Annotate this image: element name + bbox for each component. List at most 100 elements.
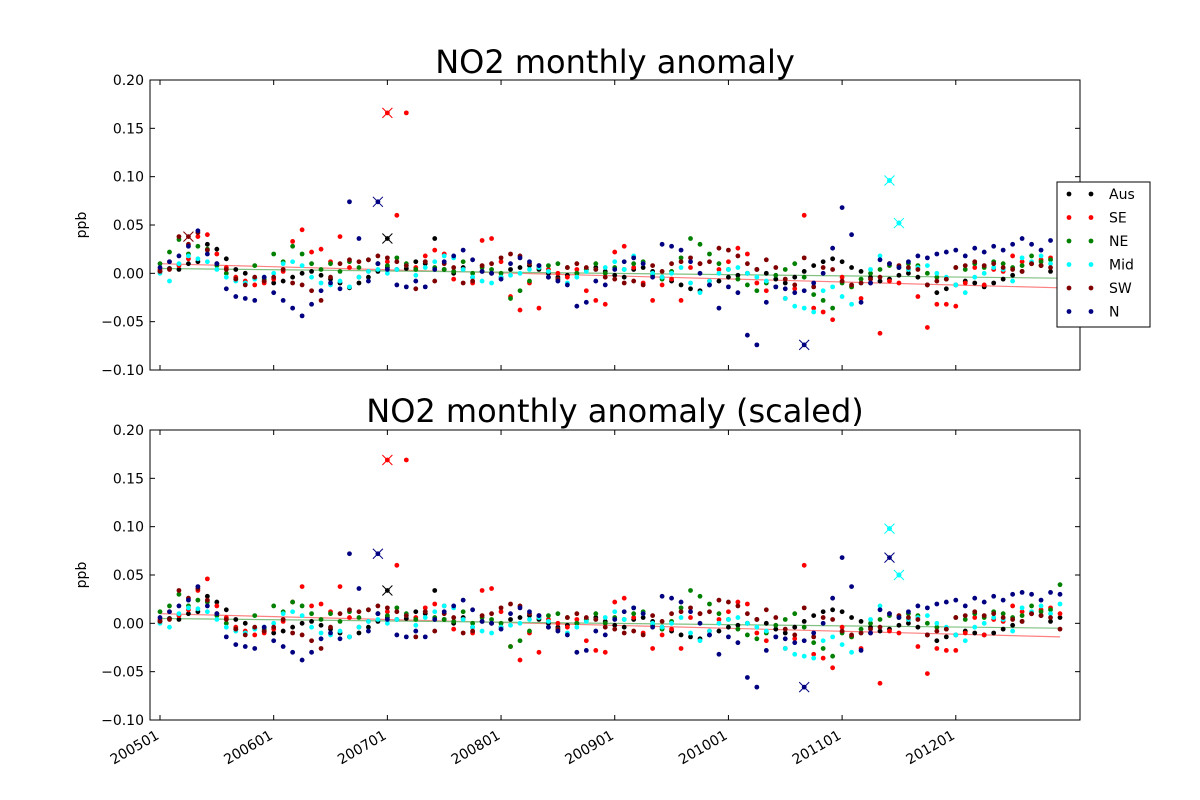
data-point [167, 603, 172, 609]
data-point [299, 620, 305, 626]
data-point [602, 649, 608, 655]
data-point [1010, 272, 1016, 278]
data-point [366, 257, 371, 263]
data-point [460, 609, 466, 615]
data-point [754, 267, 760, 272]
data-point [574, 624, 580, 630]
data-point [489, 270, 494, 276]
data-point [328, 611, 333, 617]
data-point [707, 282, 712, 288]
data-point [195, 584, 201, 589]
data-point [366, 269, 371, 274]
data-point [792, 632, 798, 638]
data-point [1048, 265, 1053, 270]
data-point [640, 611, 646, 617]
data-point [299, 584, 305, 589]
data-point [271, 624, 277, 630]
data-point [849, 584, 854, 589]
data-point [915, 644, 921, 649]
data-point [782, 630, 788, 636]
data-point [318, 246, 324, 252]
data-point [896, 615, 902, 620]
data-point [157, 615, 163, 620]
data-point [697, 638, 703, 644]
data-point [517, 270, 523, 276]
data-point [328, 624, 333, 630]
data-point [384, 609, 390, 615]
data-point [214, 599, 220, 605]
data-point [186, 261, 191, 267]
data-point [659, 632, 665, 638]
data-point [347, 607, 352, 613]
data-point [896, 280, 902, 286]
data-point [214, 617, 220, 622]
data-point [470, 620, 476, 626]
data-point [697, 593, 703, 599]
data-point [906, 259, 911, 265]
data-point [782, 280, 788, 286]
data-point [744, 601, 750, 607]
data-point [167, 617, 172, 622]
data-point [366, 274, 371, 280]
data-point [906, 609, 911, 615]
data-point [1010, 241, 1016, 247]
data-point [763, 278, 769, 284]
data-point [252, 646, 258, 651]
data-point [754, 624, 760, 630]
highlight-marker [798, 339, 810, 351]
data-point [981, 270, 987, 276]
data-point [546, 613, 551, 618]
data-point [801, 624, 807, 630]
data-point [290, 259, 296, 265]
data-point [536, 305, 542, 311]
data-point [631, 261, 637, 267]
data-point [991, 593, 997, 599]
y-tick-label: −0.05 [101, 665, 144, 681]
data-point [981, 613, 987, 618]
data-point [384, 588, 390, 593]
data-point [744, 675, 750, 680]
data-point [536, 649, 542, 655]
data-point [678, 265, 684, 270]
data-point [688, 236, 693, 241]
data-point [479, 613, 485, 618]
data-point [299, 227, 305, 233]
data-point [1010, 622, 1016, 628]
data-point [934, 601, 940, 607]
data-point [195, 606, 201, 612]
data-point [849, 649, 854, 655]
data-point [754, 342, 760, 348]
data-point [726, 259, 731, 265]
data-point [290, 243, 296, 249]
data-point [1010, 278, 1016, 284]
data-point [574, 617, 580, 622]
data-point [962, 263, 968, 268]
data-point [621, 259, 627, 265]
data-point [792, 286, 798, 292]
data-point [214, 251, 220, 257]
data-point [318, 636, 324, 642]
legend-label: N [1109, 305, 1119, 321]
data-point [441, 267, 447, 272]
data-point [451, 253, 457, 259]
data-point [716, 651, 722, 657]
data-point [375, 253, 381, 259]
data-point [1057, 615, 1063, 620]
chart-title: NO2 monthly anomaly [435, 43, 795, 81]
data-point [669, 276, 674, 282]
data-point [924, 632, 930, 638]
highlight-marker [382, 233, 393, 244]
data-point [422, 284, 428, 290]
data-point [962, 613, 968, 618]
data-point [858, 296, 864, 301]
data-point [1038, 609, 1044, 615]
data-point [1000, 276, 1006, 282]
data-point [782, 296, 788, 301]
data-point [1000, 261, 1006, 267]
data-point [366, 624, 371, 630]
data-point [716, 611, 722, 617]
data-point [839, 624, 845, 630]
data-point [508, 272, 513, 278]
data-point [744, 611, 750, 617]
data-point [1019, 255, 1025, 261]
